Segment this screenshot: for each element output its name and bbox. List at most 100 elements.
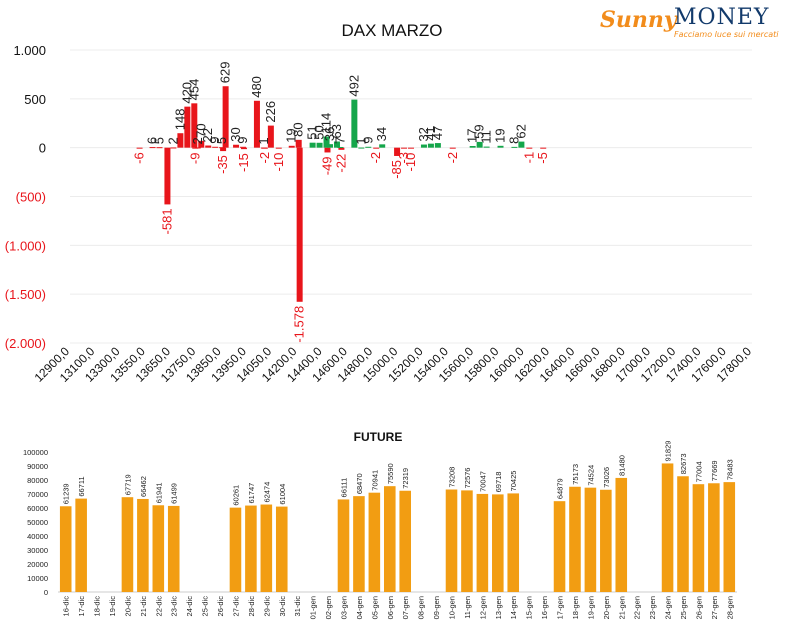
future-y-tick-label: 50000 [27,518,48,527]
dax-call-label: 5 [152,137,167,144]
future-bar [692,484,705,592]
future-x-tick-label: 16-gen [540,596,549,619]
future-x-tick-label: 27-gen [710,596,719,619]
future-x-tick-label: 08-gen [417,596,426,619]
dax-call-label: 9 [207,137,222,144]
future-data-labels: 61239 66711 67719 66462 61941 61499 60261 61747… [62,441,735,506]
future-bar-label: 70941 [370,470,379,491]
future-y-tick-label: 80000 [27,476,48,485]
future-bar-label: 66711 [77,476,86,496]
future-bar [353,496,365,592]
future-bar-label: 73026 [602,467,611,488]
dax-call-bar [483,146,490,148]
future-y-tick-label: 90000 [27,462,48,471]
dax-call-bar [233,144,240,148]
future-x-tick-label: 15-gen [525,596,534,619]
dax-y-axis: 1.000 500 0 (500) (1.000) (1.500) (2.000) [5,43,46,351]
dax-put-bar [240,147,247,150]
dax-put-label: -2 [445,152,460,164]
future-x-tick-label: 18-dic [93,596,102,617]
dax-call-bar [156,147,163,149]
dax-marzo-chart: DAX MARZO 1.000 500 0 (500) (1.000) (1.500) (2… [5,21,755,385]
dax-put-label: -49 [319,156,334,175]
dax-x-axis: 12900,013100,013300,013550,013650,013750… [32,344,755,385]
future-bar [507,493,520,592]
dax-put-label: -10 [403,153,418,172]
dax-call-bar [327,144,334,148]
logo-tagline: Facciamo luce sui mercati [674,30,779,39]
future-bar-label: 61004 [278,484,287,505]
dax-call-bar [205,145,212,148]
dax-call-label: 32 [416,127,431,141]
future-bar-label: 70425 [509,471,518,492]
dax-call-bar [316,142,323,148]
future-bar [137,498,149,592]
dax-data-labels: -6-581-9 -35 -15 -2-10-1.578-49-22 -2-85-3-1… [132,62,551,343]
future-y-tick-label: 10000 [27,574,48,583]
dax-call-label: 30 [228,127,243,141]
dax-call-label: 22 [200,128,215,142]
future-bar [661,463,674,592]
dax-call-label: 1 [353,137,368,144]
dax-call-bar [260,147,267,149]
future-bar [461,490,473,592]
dax-call-bar [177,133,184,148]
dax-call-label: 17 [465,129,480,143]
dax-put-bar [338,147,345,150]
dax-put-bar [296,147,303,302]
sunny-money-logo: Sunny MONEY Facciamo luce sui mercati [600,5,785,41]
future-bar [553,501,566,592]
dax-call-label: 19 [284,128,299,142]
future-bar-label: 69718 [494,472,503,493]
dax-put-label: -9 [187,153,202,165]
future-bar-label: 64879 [556,478,565,499]
future-bar [399,490,412,592]
future-x-tick-label: 27-dic [231,596,240,617]
future-bar-label: 82673 [679,453,688,474]
dax-call-bar [267,125,274,148]
dax-call-label: 480 [249,76,264,98]
dax-call-label: 2 [190,137,205,144]
future-y-tick-label: 20000 [27,560,48,569]
future-x-tick-label: 28-dic [247,596,256,617]
dax-call-label: 80 [291,122,306,136]
future-x-tick-label: 21-gen [617,596,626,619]
dax-call-label: 63 [329,124,344,138]
dax-put-bar [373,147,380,149]
future-bar-label: 61499 [170,483,179,504]
dax-call-label: 70 [193,123,208,137]
dax-call-bar [288,145,295,148]
dax-call-label: 19 [493,128,508,142]
future-chart: FUTURE 0 10000 20000 30000 40000 50000 60000 70… [23,430,737,619]
future-bar [337,499,350,592]
logo-sunny-text: Sunny [600,7,677,33]
future-x-tick-label: 26-gen [694,596,703,619]
dax-call-label: 454 [186,79,201,101]
future-bar-label: 70047 [478,471,487,492]
future-bar-label: 75590 [386,463,395,484]
future-x-tick-label: 28-gen [725,596,734,619]
dax-call-bar [295,139,302,148]
future-x-tick-label: 19-gen [586,596,595,619]
future-bar [677,476,689,592]
future-bar-label: 91829 [664,441,673,462]
dax-call-bar [191,103,198,148]
dax-call-label: 629 [218,62,233,84]
future-bar-label: 72576 [463,468,472,489]
future-bar-label: 60261 [231,485,240,506]
future-bar-label: 66111 [339,478,348,498]
future-x-tick-label: 06-gen [386,596,395,619]
dax-put-bar [408,147,414,149]
future-x-tick-label: 24-gen [664,596,673,619]
dax-put-label: -6 [132,152,147,164]
future-x-tick-label: 10-gen [448,596,457,619]
future-bar [152,505,165,592]
dax-call-label: 492 [346,75,361,97]
future-y-tick-label: 30000 [27,546,48,555]
dax-call-label: 2 [165,137,180,144]
dax-put-bar [220,147,227,152]
dax-put-label: -15 [236,153,251,172]
future-bar-label: 81480 [617,455,626,476]
dax-put-label: -10 [271,153,286,172]
future-y-tick-label: 0 [44,588,48,597]
